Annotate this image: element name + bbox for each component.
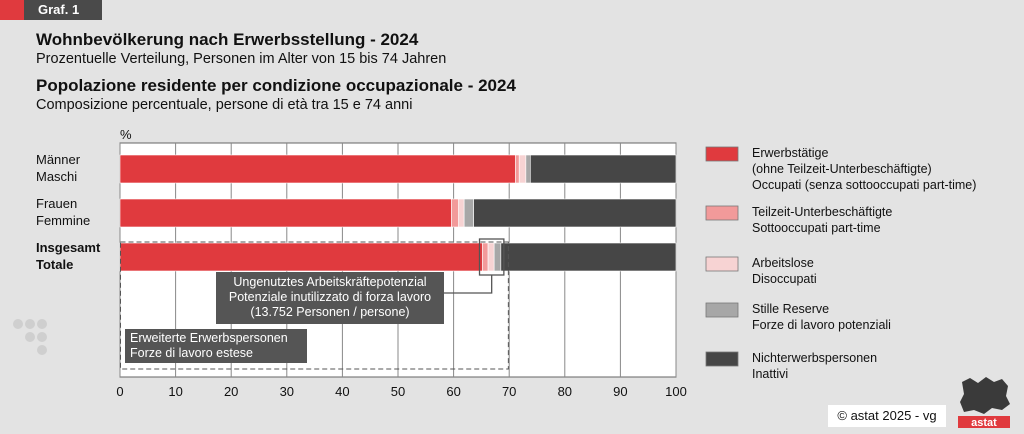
bar-segment-unemployed [487, 242, 495, 272]
x-tick-label: 50 [391, 384, 405, 399]
x-tick-label: 40 [335, 384, 349, 399]
astat-logo: astat [958, 377, 1010, 429]
bar-segment-employed [119, 154, 516, 184]
legend-label-employed: (ohne Teilzeit-Unterbeschäftigte) [752, 162, 932, 176]
bar-segment-reserve [525, 154, 531, 184]
bar-segment-underemployed [482, 242, 489, 272]
decorative-dot [37, 345, 47, 355]
x-tick-label: 10 [168, 384, 182, 399]
legend-swatch-underemployed [705, 205, 739, 221]
legend-label-reserve: Forze di lavoro potenziali [752, 318, 891, 332]
x-tick-label: 90 [613, 384, 627, 399]
x-tick-label: 60 [446, 384, 460, 399]
bar-segment-reserve [493, 242, 502, 272]
decorative-dot [37, 332, 47, 342]
legend-label-underemployed: Teilzeit-Unterbeschäftigte [752, 205, 892, 219]
legend-label-unemployed: Disoccupati [752, 272, 817, 286]
x-tick-label: 0 [116, 384, 123, 399]
legend-label-underemployed: Sottooccupati part-time [752, 221, 881, 235]
chart-titles: Wohnbevölkerung nach Erwerbsstellung - 2… [36, 30, 516, 114]
legend-label-employed: Erwerbstätige [752, 146, 828, 160]
decorative-dot [25, 332, 35, 342]
legend-label-employed: Occupati (senza sottooccupati part-time) [752, 178, 976, 192]
logo-text: astat [971, 417, 997, 429]
bar-segment-unemployed [518, 154, 527, 184]
category-label-line2: Totale [36, 257, 73, 272]
title-german: Wohnbevölkerung nach Erwerbsstellung - 2… [36, 30, 419, 49]
decorative-dot [37, 319, 47, 329]
legend-swatch-unemployed [705, 256, 739, 272]
untapped-potential-text: Potenziale inutilizzato di forza lavoro [229, 290, 431, 304]
bar-segment-inactive [473, 198, 677, 228]
bar-segment-underemployed [451, 198, 459, 228]
badge-label: Graf. 1 [24, 0, 102, 20]
extended-labour-force-text: Erweiterte Erwerbspersonen [130, 331, 288, 345]
figure-badge: Graf. 1 [0, 0, 102, 20]
extended-labour-force-box [125, 329, 307, 363]
bar-segment-unemployed [458, 198, 465, 228]
legend-swatch-inactive [705, 351, 739, 367]
category-label-line2: Maschi [36, 169, 77, 184]
subtitle-italian: Composizione percentuale, persone di età… [36, 97, 413, 113]
copyright-label: © astat 2025 - vg [828, 405, 946, 427]
x-tick-label: 100 [665, 384, 687, 399]
legend-swatch-employed [705, 146, 739, 162]
extended-labour-force-text: Forze di lavoro estese [130, 346, 253, 360]
legend-swatch-reserve [705, 302, 739, 318]
subtitle-german: Prozentuelle Verteilung, Personen im Alt… [36, 51, 447, 67]
bar-segment-employed [119, 198, 452, 228]
x-tick-label: 70 [502, 384, 516, 399]
legend-label-reserve: Stille Reserve [752, 302, 829, 316]
axis-unit-label: % [120, 127, 132, 142]
decorative-dot [25, 319, 35, 329]
x-tick-label: 30 [280, 384, 294, 399]
untapped-potential-text: Ungenutztes Arbeitskräftepotenzial [233, 275, 426, 289]
badge-accent [0, 0, 24, 20]
legend-label-inactive: Nichterwerbspersonen [752, 351, 877, 365]
category-label-line1: Männer [36, 152, 81, 167]
bar-segment-underemployed [515, 154, 520, 184]
category-label-line2: Femmine [36, 213, 90, 228]
untapped-potential-box [216, 272, 444, 324]
annotation-leader-line [444, 275, 493, 294]
x-tick-label: 80 [558, 384, 572, 399]
title-italian: Popolazione residente per condizione occ… [36, 76, 516, 95]
x-tick-label: 20 [224, 384, 238, 399]
bar-segment-reserve [463, 198, 474, 228]
legend-label-inactive: Inattivi [752, 367, 788, 381]
untapped-potential-text: (13.752 Personen / persone) [250, 305, 409, 319]
extended-labour-force-outline [120, 241, 509, 370]
decorative-dot [13, 319, 23, 329]
bar-segment-inactive [500, 242, 677, 272]
bar-segment-employed [119, 242, 483, 272]
legend-label-unemployed: Arbeitslose [752, 256, 814, 270]
bar-segment-inactive [530, 154, 677, 184]
category-label-line1: Frauen [36, 196, 77, 211]
category-label-line1: Insgesamt [36, 240, 101, 255]
